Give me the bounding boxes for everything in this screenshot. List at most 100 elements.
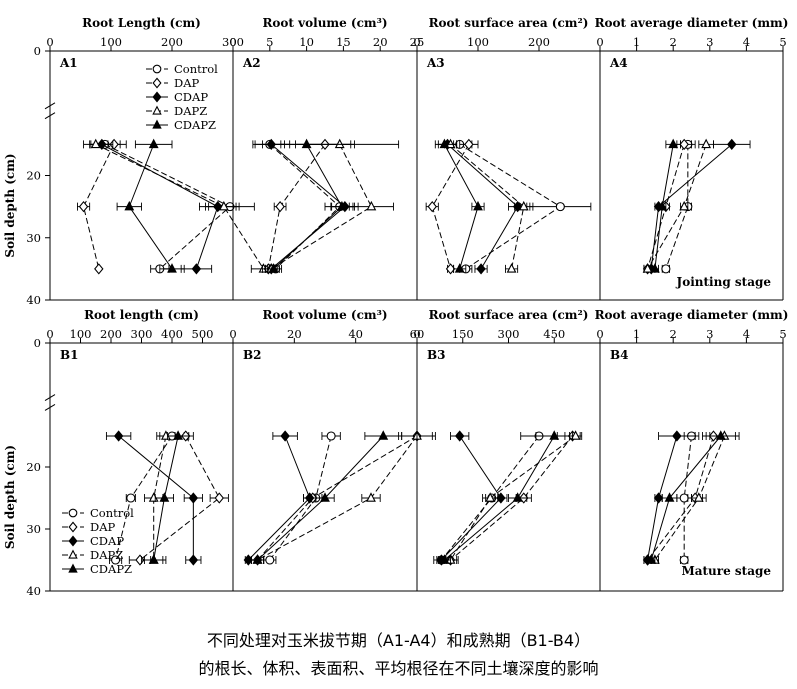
data-point-dap <box>275 200 285 213</box>
data-point-control <box>555 202 565 212</box>
x-tick-label: 0 <box>413 327 420 341</box>
series-line <box>95 143 264 270</box>
series-cdapz <box>116 138 185 273</box>
x-tick-label: 40 <box>348 327 363 341</box>
legend-entry-control: Control <box>174 62 218 76</box>
legend-entry-dap: DAP <box>90 520 116 534</box>
data-point-dapz <box>148 492 159 502</box>
series-line <box>257 435 418 561</box>
data-point-cdap <box>454 430 465 442</box>
panel-title: Root average diameter (mm) <box>595 308 789 322</box>
legend-marker-cdapz <box>68 563 78 573</box>
x-tick-label: 1 <box>633 327 640 341</box>
legend-marker-control <box>68 508 78 518</box>
x-tick-label: 200 <box>100 327 122 341</box>
legend-marker-dapz <box>152 105 162 115</box>
y-axis-label: Soil depth (cm) <box>3 445 17 549</box>
x-tick-label: 500 <box>192 327 214 341</box>
data-point-cdapz <box>378 430 389 440</box>
x-tick-label: 0 <box>596 327 603 341</box>
x-tick-label: 3 <box>706 327 713 341</box>
data-point-dapz <box>90 138 101 149</box>
data-point-cdap <box>113 430 124 442</box>
data-point-cdapz <box>454 263 465 273</box>
data-point-cdapz <box>646 554 657 564</box>
series-line <box>83 144 115 269</box>
legend-entry-control: Control <box>90 506 134 520</box>
data-point-dapz <box>506 263 517 273</box>
series-cdapz <box>250 430 403 564</box>
x-tick-label: 4 <box>743 35 750 49</box>
data-point-dapz <box>642 263 653 273</box>
legend-entry-cdapz: CDAPZ <box>174 118 216 132</box>
x-tick-label: 10 <box>299 35 314 49</box>
data-point-dap <box>135 554 145 566</box>
y-tick-label: 20 <box>26 169 41 183</box>
panel-a3: Root surface area (cm²) 0 100 200 A3 <box>413 16 592 300</box>
y-axis-label: Soil depth (cm) <box>3 153 17 257</box>
data-point-dap <box>109 138 119 151</box>
x-tick-label: 0 <box>229 327 236 341</box>
panel-id-label: A2 <box>242 56 261 70</box>
data-point-cdapz <box>512 492 523 502</box>
x-tick-label: 100 <box>467 35 489 49</box>
y-tick-label: 40 <box>26 584 41 598</box>
x-tick-label: 300 <box>498 327 520 341</box>
panel-a2: Root volume (cm³) 0 5 10 15 20 25 A2 <box>229 16 424 300</box>
data-point-dapz <box>570 430 581 440</box>
legend-entry-cdap: CDAP <box>174 90 208 104</box>
series-cdapz <box>437 430 573 564</box>
legend-entry-dapz: DAPZ <box>174 104 207 118</box>
data-point-cdapz <box>715 430 726 440</box>
data-point-cdapz <box>148 138 159 149</box>
x-tick-label: 5 <box>779 327 786 341</box>
figure-caption-line-1: 不同处理对玉米拔节期（A1-A4）和成熟期（B1-B4） <box>206 631 591 650</box>
series-line <box>271 144 373 270</box>
data-point-cdapz <box>301 138 312 149</box>
panel-a4: Root average diameter (mm) 0 1 2 3 4 5 A4 <box>595 16 788 300</box>
x-tick-label: 0 <box>46 35 53 49</box>
data-point-control <box>679 555 689 565</box>
data-point-cdapz <box>124 200 135 211</box>
data-point-cdapz <box>148 554 159 564</box>
data-point-cdapz <box>439 138 450 149</box>
legend-entry-cdapz: CDAPZ <box>90 562 132 576</box>
x-tick-label: 1 <box>633 35 640 49</box>
data-point-cdapz <box>664 492 675 502</box>
data-point-cdap <box>304 492 315 504</box>
x-tick-label: 5 <box>779 35 786 49</box>
series-cdapz <box>646 430 736 564</box>
x-tick-label: 2 <box>670 35 677 49</box>
panel-id-label: A1 <box>59 56 78 70</box>
x-tick-label: 25 <box>410 35 425 49</box>
series-line <box>450 143 525 269</box>
legend-marker-cdap <box>68 535 78 547</box>
x-tick-label: 150 <box>452 327 474 341</box>
series-cdap <box>436 430 508 566</box>
data-point-dapz <box>334 138 345 149</box>
panel-id-label: B1 <box>60 348 79 362</box>
data-point-cdap <box>191 263 202 275</box>
data-point-cdap <box>476 263 486 275</box>
data-point-cdapz <box>320 492 330 502</box>
figure-caption-line-2: 的根长、体积、表面积、平均根径在不同土壤深度的影响 <box>198 659 599 678</box>
x-tick-label: 60 <box>410 327 425 341</box>
data-point-cdapz <box>167 263 177 273</box>
data-point-cdapz <box>473 200 483 211</box>
panel-id-label: B2 <box>243 348 262 362</box>
panel-b1: Root length (cm) 0 100 200 300 400 500 B1 <box>46 308 229 591</box>
panel-title: Root volume (cm³) <box>262 16 387 30</box>
x-tick-label: 400 <box>161 327 183 341</box>
data-point-dapz <box>679 200 690 211</box>
y-tick-label: 40 <box>26 293 41 307</box>
data-point-dap <box>679 138 689 151</box>
panel-id-label: B3 <box>427 348 446 362</box>
data-point-dap <box>94 263 104 275</box>
series-cdap <box>105 430 203 566</box>
panel-b3: Root surface area (cm²) 0 150 300 450 B3 <box>413 308 588 591</box>
data-point-control <box>326 431 336 441</box>
panel-id-label: B4 <box>610 348 629 362</box>
data-point-dapz <box>366 200 377 211</box>
